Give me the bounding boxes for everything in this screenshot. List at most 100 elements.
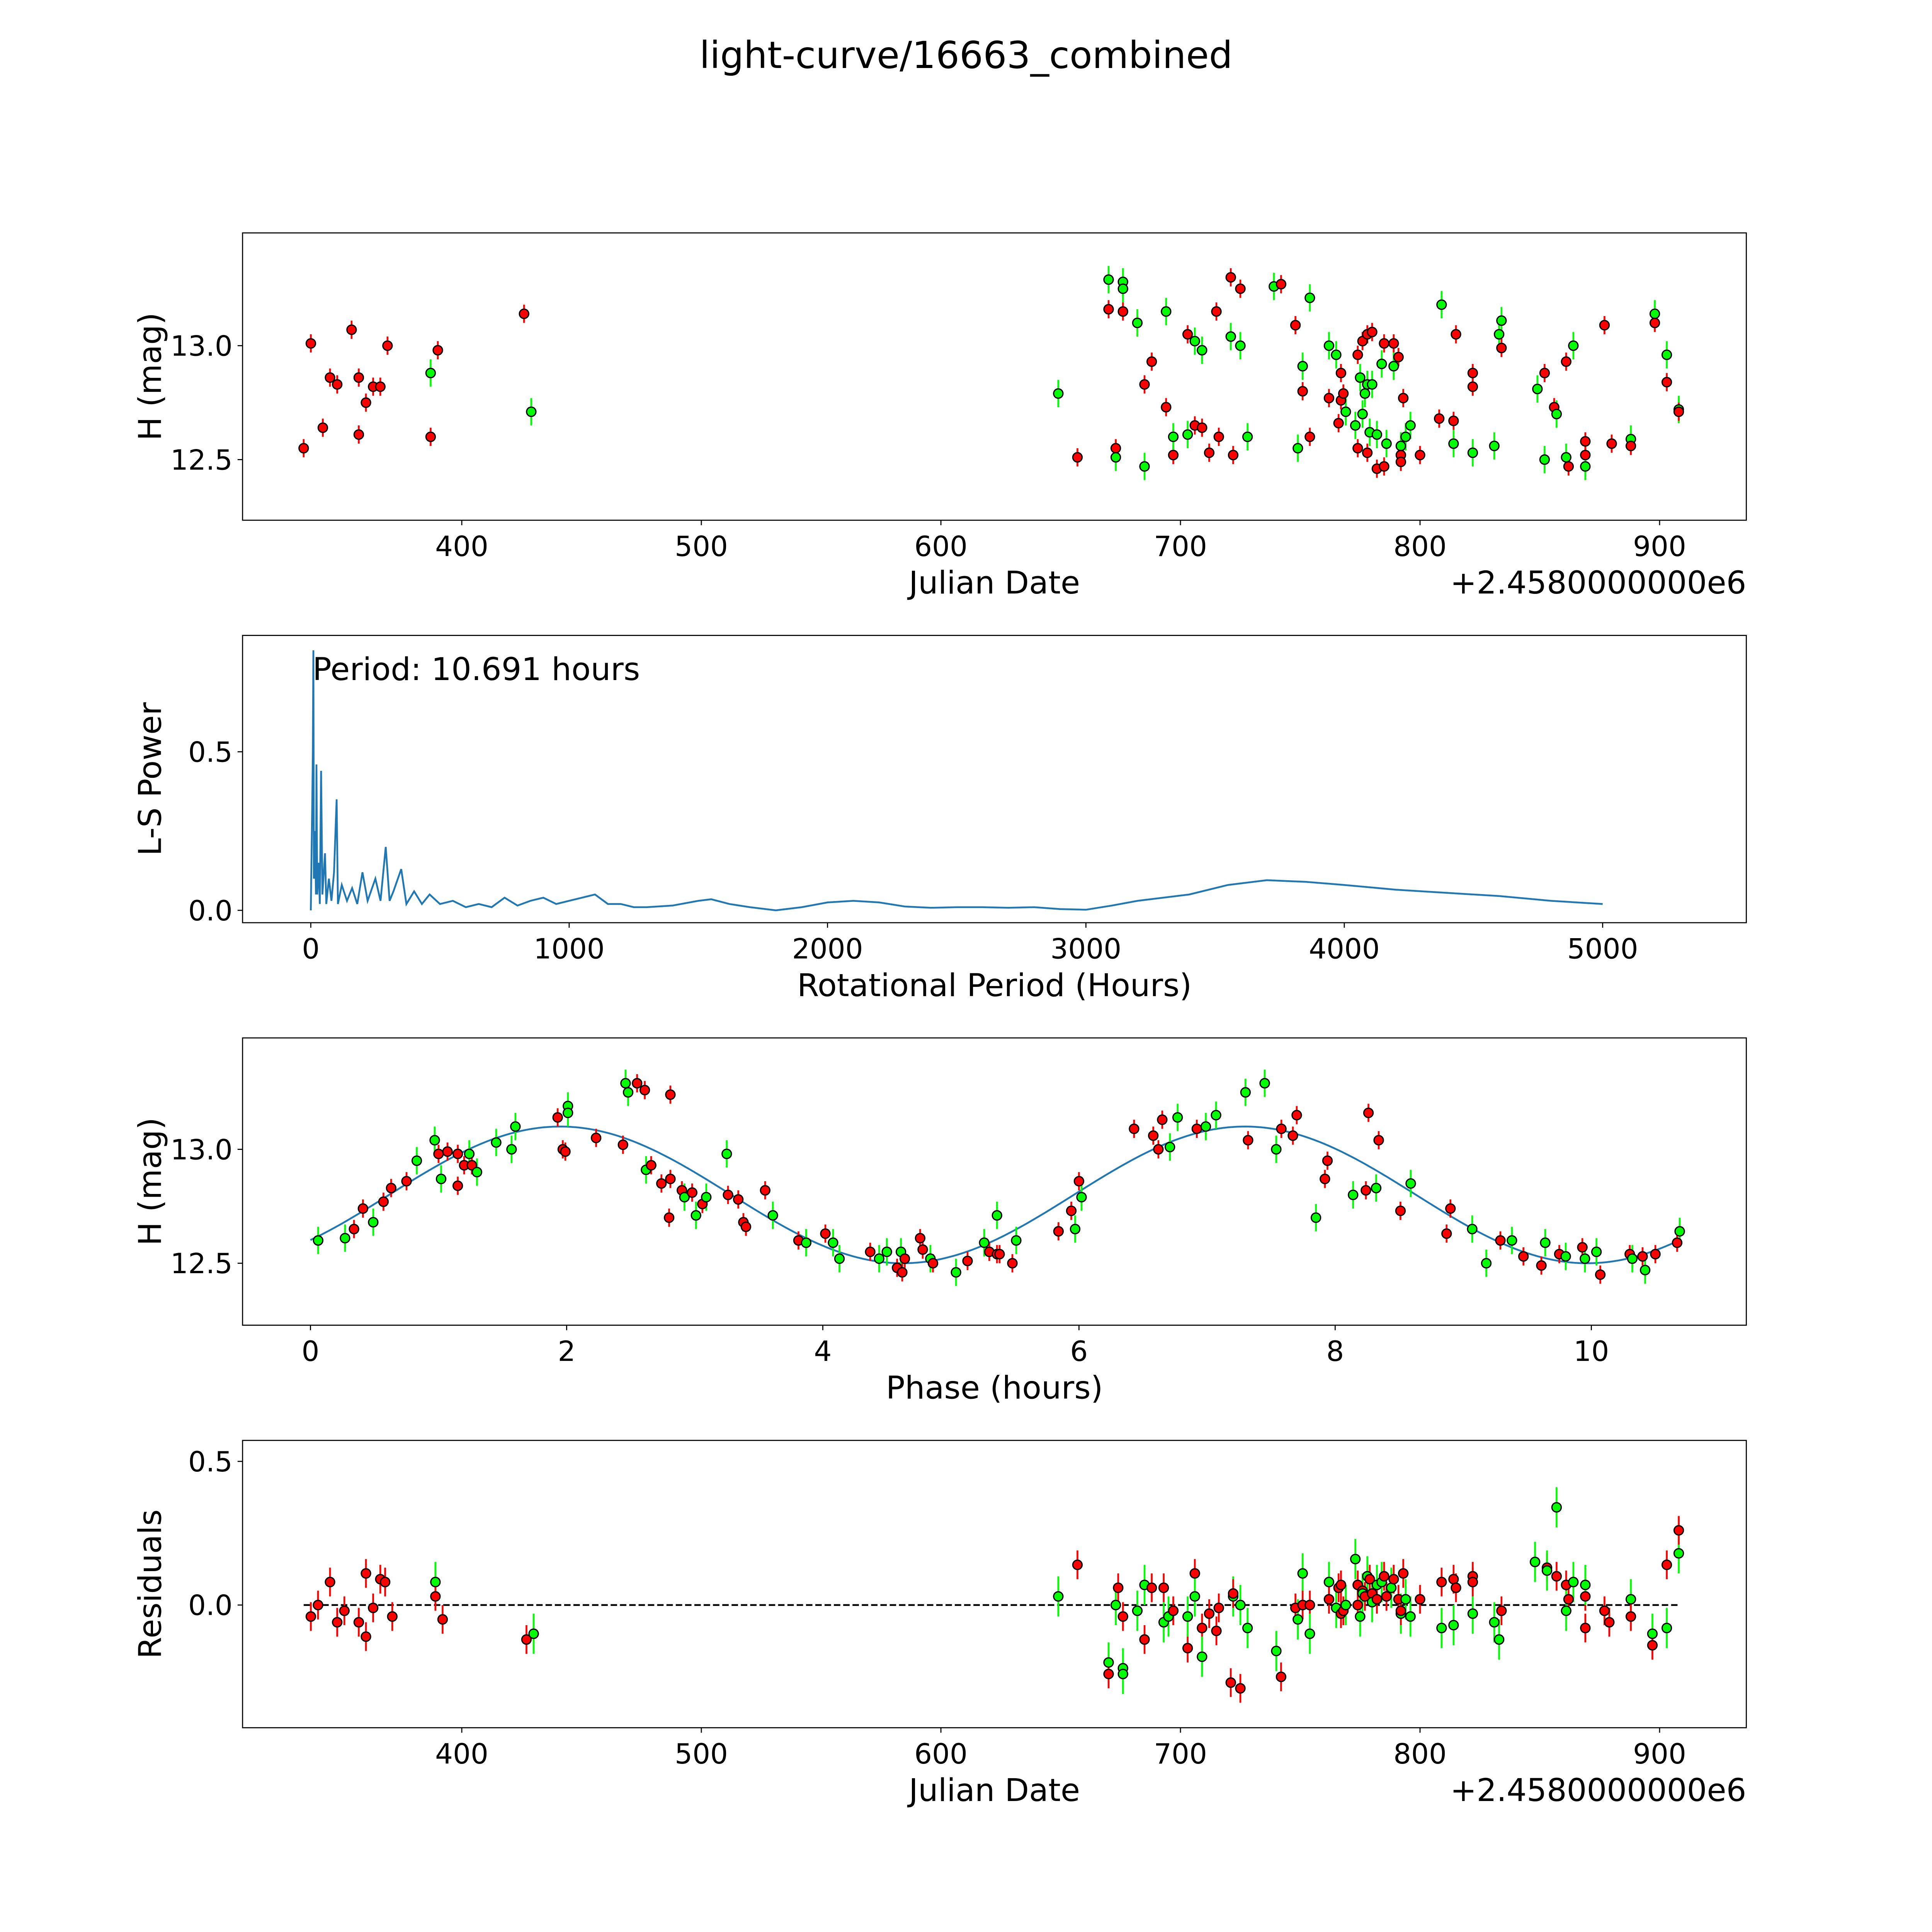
data-point xyxy=(663,1212,675,1223)
data-point xyxy=(346,324,357,335)
data-point xyxy=(298,443,309,454)
data-point xyxy=(1405,420,1416,431)
data-point xyxy=(865,1247,876,1257)
data-point xyxy=(1448,1620,1459,1631)
data-point xyxy=(994,1249,1005,1260)
data-point xyxy=(992,1210,1002,1221)
data-point xyxy=(951,1267,961,1278)
data-point xyxy=(1011,1235,1022,1246)
data-point xyxy=(1362,447,1373,458)
data-point xyxy=(917,1244,928,1255)
data-point xyxy=(1153,1144,1164,1155)
data-point xyxy=(1388,1574,1399,1585)
data-point xyxy=(1287,1130,1298,1141)
data-point xyxy=(1070,1224,1081,1235)
x-tick-label: 0 xyxy=(302,933,320,966)
data-point xyxy=(1518,1251,1529,1262)
data-point xyxy=(382,340,393,351)
data-point xyxy=(656,1178,667,1189)
data-point xyxy=(1204,447,1215,458)
x-tick-label: 3000 xyxy=(1050,933,1121,966)
data-point xyxy=(1182,429,1193,440)
data-point xyxy=(1146,1582,1157,1593)
data-point xyxy=(401,1176,412,1187)
data-point xyxy=(1211,306,1222,317)
data-point xyxy=(1110,1600,1121,1611)
data-point xyxy=(881,1247,892,1257)
data-point xyxy=(1331,349,1342,360)
data-point xyxy=(1541,1565,1553,1576)
data-point xyxy=(442,1146,453,1157)
data-point xyxy=(1355,1611,1366,1622)
data-point xyxy=(1674,1226,1685,1237)
data-point xyxy=(1359,388,1371,399)
data-point xyxy=(1191,1123,1202,1134)
data-point xyxy=(1405,1611,1416,1622)
data-point xyxy=(1415,1594,1425,1605)
data-point xyxy=(1235,340,1246,351)
data-point xyxy=(1451,1582,1461,1593)
y-tick-label: 0.0 xyxy=(188,895,233,927)
data-point xyxy=(874,1253,884,1264)
data-point xyxy=(1539,367,1550,379)
x-tick-label: 900 xyxy=(1633,1738,1686,1770)
data-point xyxy=(1639,1265,1651,1276)
data-point xyxy=(1536,1260,1547,1271)
data-point xyxy=(1595,1269,1606,1280)
x-tick-label: 600 xyxy=(914,531,968,563)
data-point xyxy=(1580,436,1591,447)
data-point xyxy=(723,1189,733,1201)
data-point xyxy=(1323,1577,1335,1587)
data-point xyxy=(1158,1582,1169,1593)
data-point xyxy=(1625,440,1636,451)
data-point xyxy=(1189,1591,1200,1602)
data-point xyxy=(1493,1634,1505,1645)
data-point xyxy=(1371,429,1383,440)
data-point xyxy=(1322,1155,1333,1166)
data-point xyxy=(1053,1226,1064,1237)
data-point xyxy=(1165,1141,1175,1153)
data-point xyxy=(411,1155,422,1166)
data-point xyxy=(1235,1600,1246,1611)
data-point xyxy=(429,1135,440,1146)
x-axis-label: Rotational Period (Hours) xyxy=(797,967,1192,1004)
data-point xyxy=(1561,452,1571,463)
data-point xyxy=(1539,454,1550,465)
data-point xyxy=(552,1112,563,1123)
data-point xyxy=(1139,461,1150,472)
residuals-plot-area xyxy=(303,1487,1684,1703)
data-point xyxy=(1357,408,1368,420)
data-point xyxy=(1310,1212,1321,1223)
data-point xyxy=(1364,1574,1375,1585)
data-point xyxy=(1496,1605,1507,1616)
data-point xyxy=(332,379,343,390)
x-tick-label: 500 xyxy=(675,1738,728,1770)
data-point xyxy=(491,1137,502,1148)
data-point xyxy=(1436,1622,1447,1633)
x-tick-label: 500 xyxy=(675,531,728,563)
data-point xyxy=(1352,349,1363,360)
data-point xyxy=(1225,331,1236,342)
data-point xyxy=(1129,1123,1139,1134)
data-point xyxy=(357,1203,369,1214)
data-point xyxy=(1398,393,1409,403)
data-point xyxy=(1379,338,1389,349)
x-tick-label: 5000 xyxy=(1567,933,1638,966)
data-point xyxy=(1563,461,1574,472)
data-point xyxy=(1400,431,1411,442)
data-point xyxy=(687,1187,697,1198)
data-point xyxy=(1580,461,1591,472)
x-tick-label: 400 xyxy=(435,531,488,563)
data-point xyxy=(1355,372,1366,383)
data-point xyxy=(1489,440,1500,451)
data-point xyxy=(701,1192,712,1202)
data-point xyxy=(1405,1178,1416,1189)
data-point xyxy=(1182,1611,1193,1622)
data-point xyxy=(1625,1611,1636,1622)
data-point xyxy=(1415,450,1425,461)
axes-frame xyxy=(242,1037,1747,1326)
data-point xyxy=(1228,1588,1239,1599)
data-point xyxy=(452,1180,463,1191)
y-axis-label: H (mag) xyxy=(132,313,169,441)
data-point xyxy=(1350,1554,1361,1565)
